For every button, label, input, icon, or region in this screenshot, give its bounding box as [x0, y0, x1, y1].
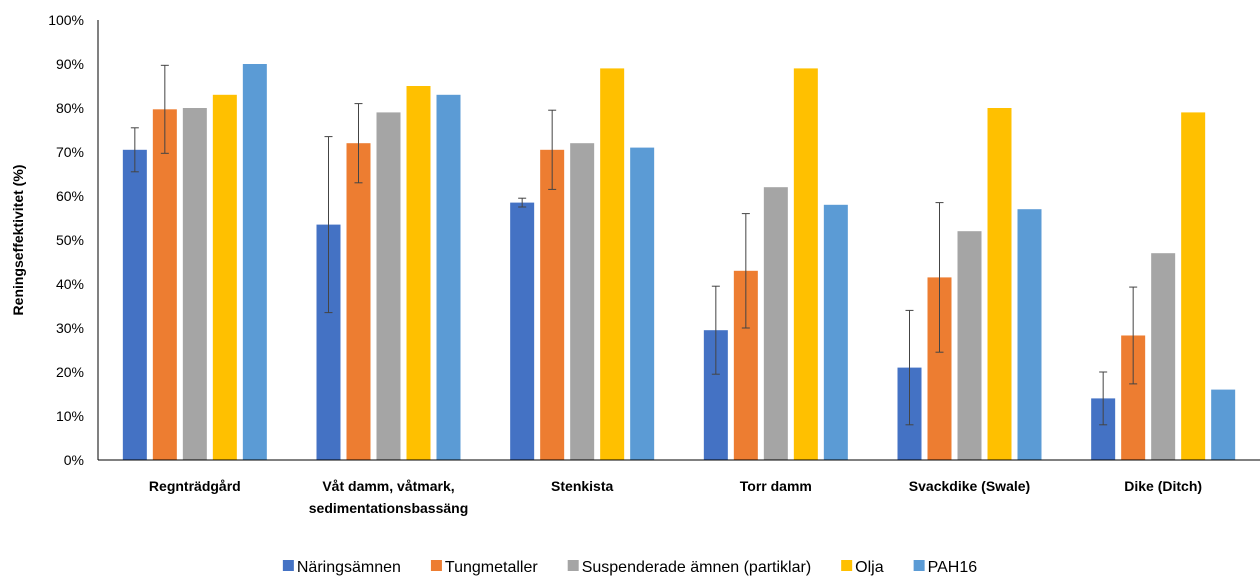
bar: [346, 143, 371, 460]
y-tick-label: 70%: [56, 144, 84, 160]
bar: [793, 68, 818, 461]
x-category-label: Stenkista: [551, 478, 613, 494]
bar: [600, 68, 625, 461]
bar: [376, 112, 401, 461]
bar: [763, 187, 788, 460]
y-tick-label: 60%: [56, 188, 84, 204]
bar: [823, 204, 848, 460]
y-tick-label: 100%: [48, 12, 84, 28]
legend-label: Olja: [855, 559, 884, 576]
legend-label: Näringsämnen: [297, 559, 401, 576]
x-category-label: Svackdike (Swale): [909, 478, 1030, 494]
bar: [570, 143, 595, 460]
legend-label: PAH16: [928, 559, 978, 576]
legend-label: Tungmetaller: [445, 559, 538, 576]
bar: [630, 147, 655, 460]
bar: [212, 94, 237, 461]
y-tick-label: 90%: [56, 56, 84, 72]
bar: [957, 231, 982, 460]
bar: [510, 202, 535, 460]
bar: [1211, 389, 1236, 460]
legend-swatch: [282, 560, 294, 571]
bar: [436, 94, 461, 461]
bar: [540, 149, 565, 461]
y-tick-label: 0%: [64, 452, 84, 468]
legend-swatch: [567, 560, 579, 571]
x-category-label: Regnträdgård: [149, 478, 241, 494]
y-tick-label: 40%: [56, 276, 84, 292]
y-axis-title: Reningseffektivitet (%): [10, 165, 26, 316]
x-category-label: sedimentationsbassäng: [309, 500, 469, 516]
legend-swatch: [430, 560, 442, 571]
bar: [1181, 112, 1206, 461]
y-tick-label: 10%: [56, 408, 84, 424]
y-tick-label: 20%: [56, 364, 84, 380]
y-tick-label: 80%: [56, 100, 84, 116]
legend-swatch: [841, 560, 853, 571]
x-category-label: Våt damm, våtmark,: [322, 478, 454, 494]
bar: [182, 108, 207, 460]
y-tick-label: 50%: [56, 232, 84, 248]
bar: [242, 64, 267, 460]
x-category-label: Torr damm: [740, 478, 812, 494]
bar: [406, 86, 431, 460]
legend-label: Suspenderade ämnen (partiklar): [582, 559, 811, 576]
y-tick-label: 30%: [56, 320, 84, 336]
bar: [1017, 209, 1042, 460]
bar: [1151, 253, 1176, 460]
bar: [987, 108, 1012, 460]
bar: [122, 149, 147, 461]
legend-swatch: [913, 560, 925, 571]
bar: [152, 109, 177, 460]
x-category-label: Dike (Ditch): [1124, 478, 1202, 494]
